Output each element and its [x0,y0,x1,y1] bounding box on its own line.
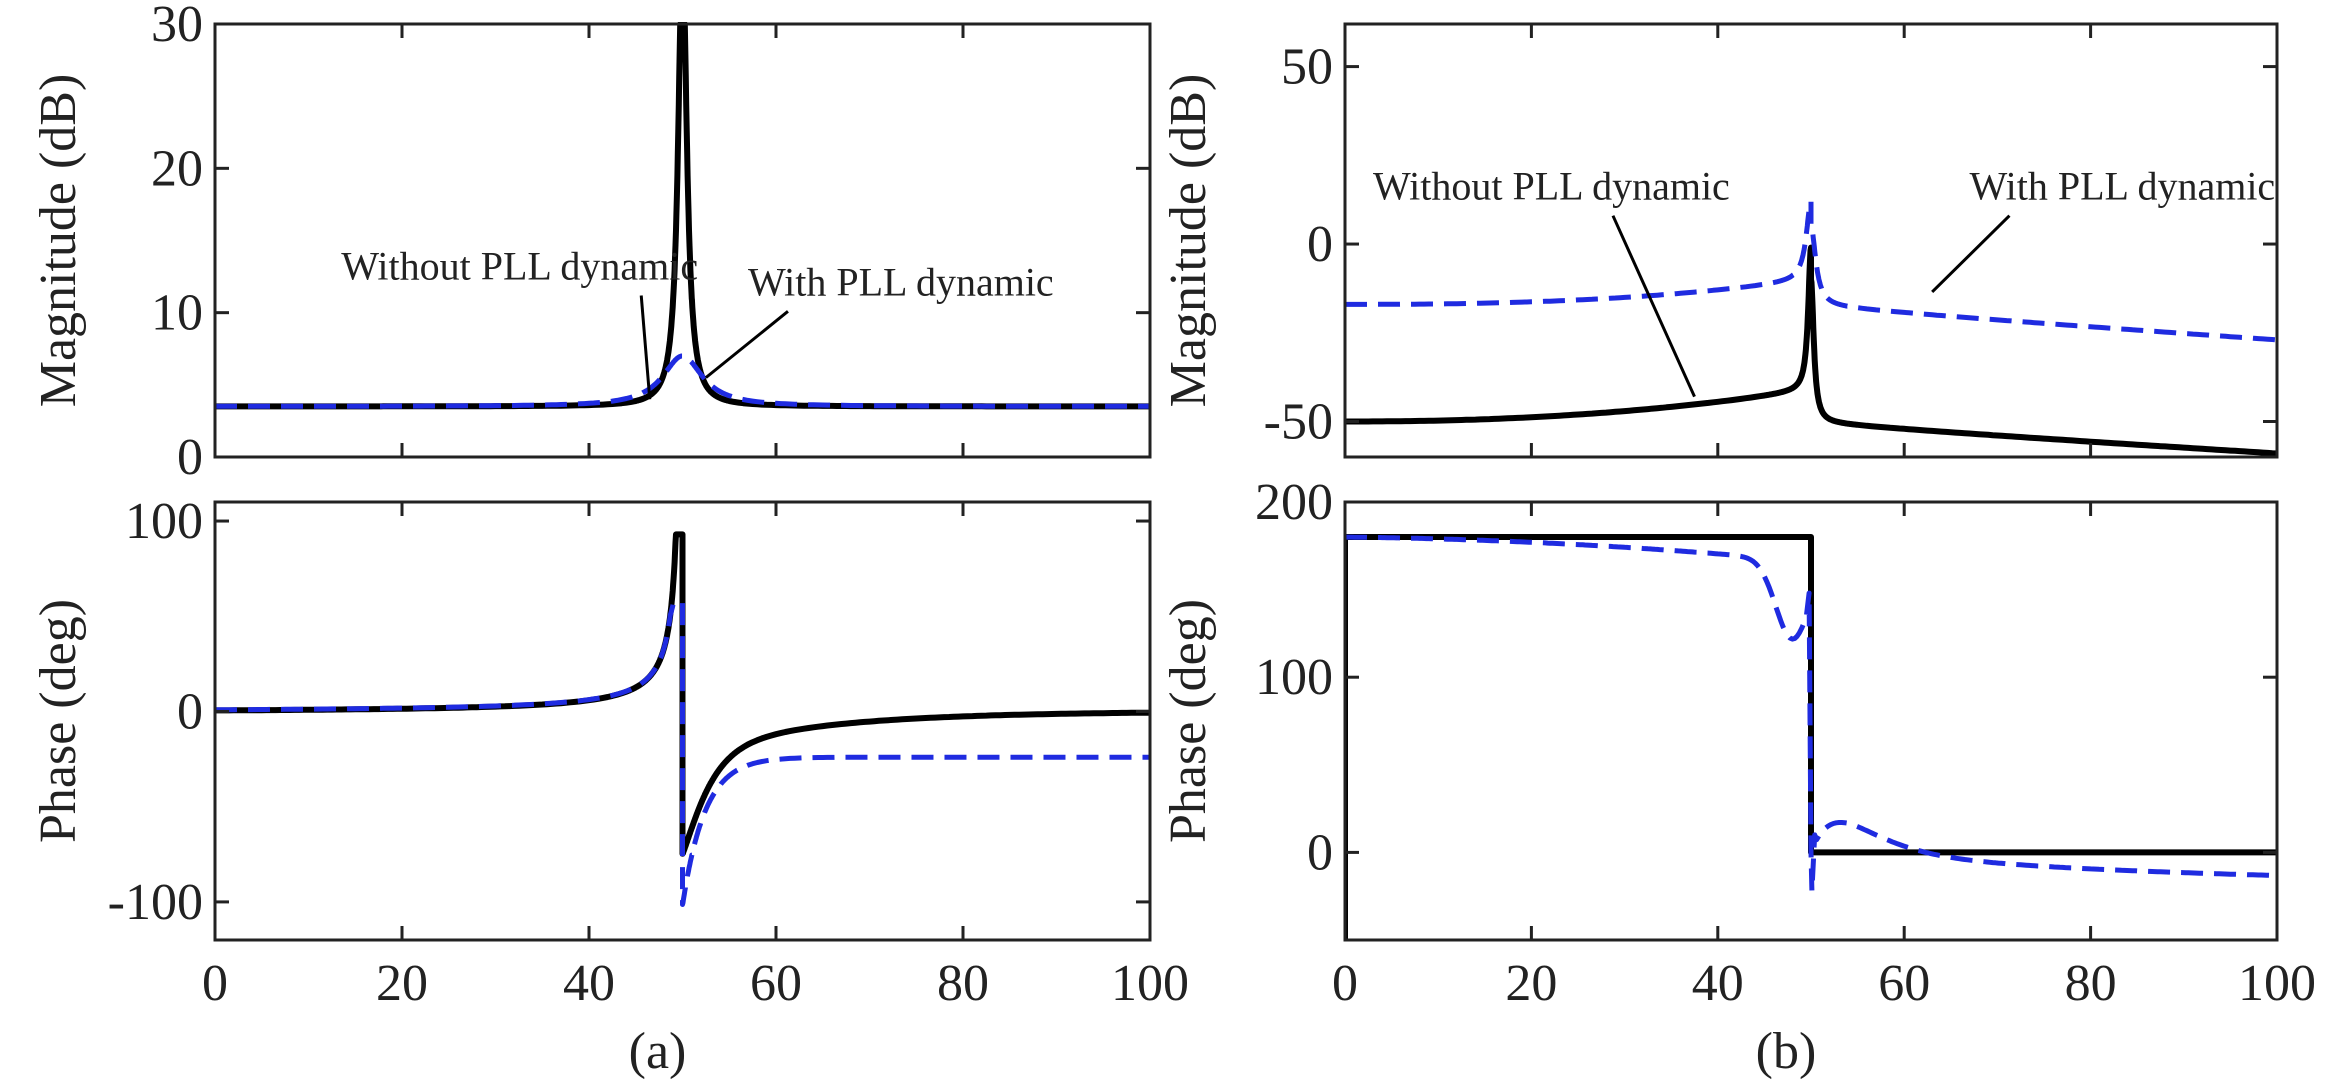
caption-b-phase: (b) [1756,1023,1817,1080]
xtick-label: 80 [2065,955,2117,1012]
xtick-label: 0 [1332,955,1358,1012]
axes-frame-a-mag [213,22,1152,459]
panel-b-magnitude: -50 0 50 Magnitude (dB) Without PLL dynamic W… [1160,22,2279,459]
ytick-label: 10 [151,285,203,342]
xtick-label: 40 [1692,955,1744,1012]
series-with-pll-a-phase [215,600,1150,907]
ylabel-b-phase: Phase (deg) [1160,599,1217,843]
annotation-without-pll: Without PLL dynamic [341,243,698,288]
series-with-pll-a-mag [215,353,1150,409]
annotation-leader [639,295,652,400]
ytick-label: 30 [151,0,203,53]
xtick-label: 0 [202,955,228,1012]
ylabel-a-phase: Phase (deg) [30,599,87,843]
ytick-label: 0 [177,683,203,740]
series-with-pll-b-phase [1345,534,2276,894]
panel-b-phase: 0 100 200 0 20 40 60 80 100 Phase (deg) (b) [1160,474,2316,1080]
xtick-label: 20 [376,955,428,1012]
ytick-label: 0 [1307,824,1333,881]
series-without-pll-b-mag [1345,244,2277,457]
panel-a-phase: -100 0 100 0 20 40 60 80 100 Phase (deg) (a) [30,493,1189,1080]
ytick-label: 20 [151,140,203,197]
axes-frame-b-mag [1343,22,2279,459]
annotation-with-pll: With PLL dynamic [1969,164,2275,209]
ytick-label: -100 [108,874,203,931]
annotation-without-pll: Without PLL dynamic [1373,164,1730,209]
xtick-label: 80 [937,955,989,1012]
ytick-label: 50 [1281,39,1333,96]
ylabel-a-mag: Magnitude (dB) [30,74,87,408]
xtick-label: 100 [2238,955,2316,1012]
annotation-leader [1931,214,2011,294]
ytick-label: 100 [1255,649,1333,706]
xtick-label: 20 [1505,955,1557,1012]
series-with-pll-b-mag [1345,199,2277,343]
ytick-label: -50 [1264,394,1333,451]
ytick-label: 100 [125,493,203,550]
ylabel-b-mag: Magnitude (dB) [1160,74,1217,408]
annotation-leader [704,310,789,379]
xtick-label: 60 [750,955,802,1012]
series-without-pll-a-phase [215,531,1150,857]
series-without-pll-a-mag [215,22,1150,410]
xtick-label: 60 [1878,955,1930,1012]
caption-a-phase: (a) [629,1023,687,1080]
annotation-with-pll: With PLL dynamic [748,259,1054,304]
ytick-label: 0 [177,429,203,486]
panel-a-magnitude: 0 10 20 30 Magnitude (dB) Without PLL dynamic… [30,0,1152,486]
axes-frame-b-phase [1343,500,2279,942]
xtick-label: 100 [1111,955,1189,1012]
annotation-leader [1611,215,1696,398]
ytick-label: 0 [1307,216,1333,273]
xtick-label: 40 [563,955,615,1012]
series-without-pll-b-phase [1345,534,2277,940]
axes-frame-a-phase [213,500,1152,942]
ytick-label: 200 [1255,474,1333,531]
